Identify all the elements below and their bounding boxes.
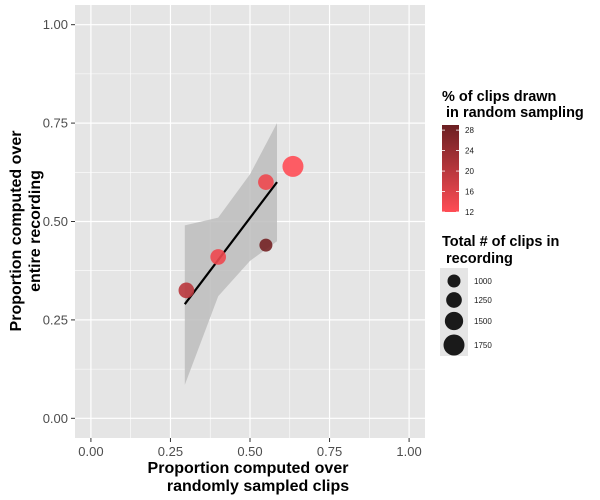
size-legend-label: 1000: [474, 277, 492, 286]
y-axis-title-line2: entire recording: [27, 170, 44, 292]
fit-line-layer: [183, 181, 278, 305]
size-legend-point: [444, 311, 464, 331]
size-legend-items: 1000 1250 1500 1750: [443, 274, 492, 356]
size-legend-point: [443, 334, 465, 356]
data-point: [258, 174, 274, 190]
y-tick-label: 0.50: [43, 214, 68, 229]
color-legend-title-line1: % of clips drawn: [442, 89, 556, 105]
color-legend: % of clips drawn in random sampling 28 24…: [442, 89, 584, 217]
x-tick-label: 0.75: [317, 444, 342, 459]
color-legend-title-line2: in random sampling: [442, 105, 584, 121]
colorbar-tick-label: 28: [465, 126, 474, 135]
size-legend-label: 1750: [474, 341, 492, 350]
data-point: [178, 282, 195, 299]
x-tick-label: 0.00: [78, 444, 103, 459]
y-tick-label: 0.00: [43, 411, 68, 426]
colorbar-tick-label: 20: [465, 167, 474, 176]
x-tick-label: 0.25: [158, 444, 183, 459]
data-point: [282, 155, 304, 177]
size-legend: Total # of clips in recording 1000 1250 15…: [440, 234, 559, 356]
colorbar-tick-label: 16: [465, 188, 474, 197]
y-axis-ticks: 0.00 0.25 0.50 0.75 1.00: [43, 17, 75, 426]
y-axis-title-line1: Proportion computed over: [8, 131, 25, 332]
size-legend-label: 1250: [474, 296, 492, 305]
x-axis-title-line2: randomly sampled clips: [167, 478, 349, 495]
x-tick-label: 1.00: [396, 444, 421, 459]
colorbar-ticks: 28 24 20 16 12: [442, 126, 474, 217]
x-tick-label: 0.50: [237, 444, 262, 459]
colorbar-tick-label: 12: [465, 208, 474, 217]
data-point: [210, 249, 227, 265]
y-tick-label: 0.75: [43, 116, 68, 131]
size-legend-title-line2: recording: [442, 251, 513, 267]
y-tick-label: 0.25: [43, 312, 68, 327]
size-legend-point: [447, 274, 461, 288]
x-axis-ticks: 0.00 0.25 0.50 0.75 1.00: [78, 438, 422, 459]
colorbar: [442, 125, 459, 212]
size-legend-label: 1500: [474, 317, 492, 326]
size-legend-point: [446, 292, 462, 308]
size-legend-title-line1: Total # of clips in: [442, 234, 559, 250]
colorbar-tick-label: 24: [465, 147, 474, 156]
x-axis-title-line1: Proportion computed over: [148, 460, 349, 477]
y-tick-label: 1.00: [43, 17, 68, 32]
data-point: [259, 238, 273, 252]
confidence-band-layer: [184, 123, 277, 385]
fit-line: [183, 181, 278, 305]
data-points: [178, 155, 304, 299]
confidence-band: [184, 123, 277, 385]
